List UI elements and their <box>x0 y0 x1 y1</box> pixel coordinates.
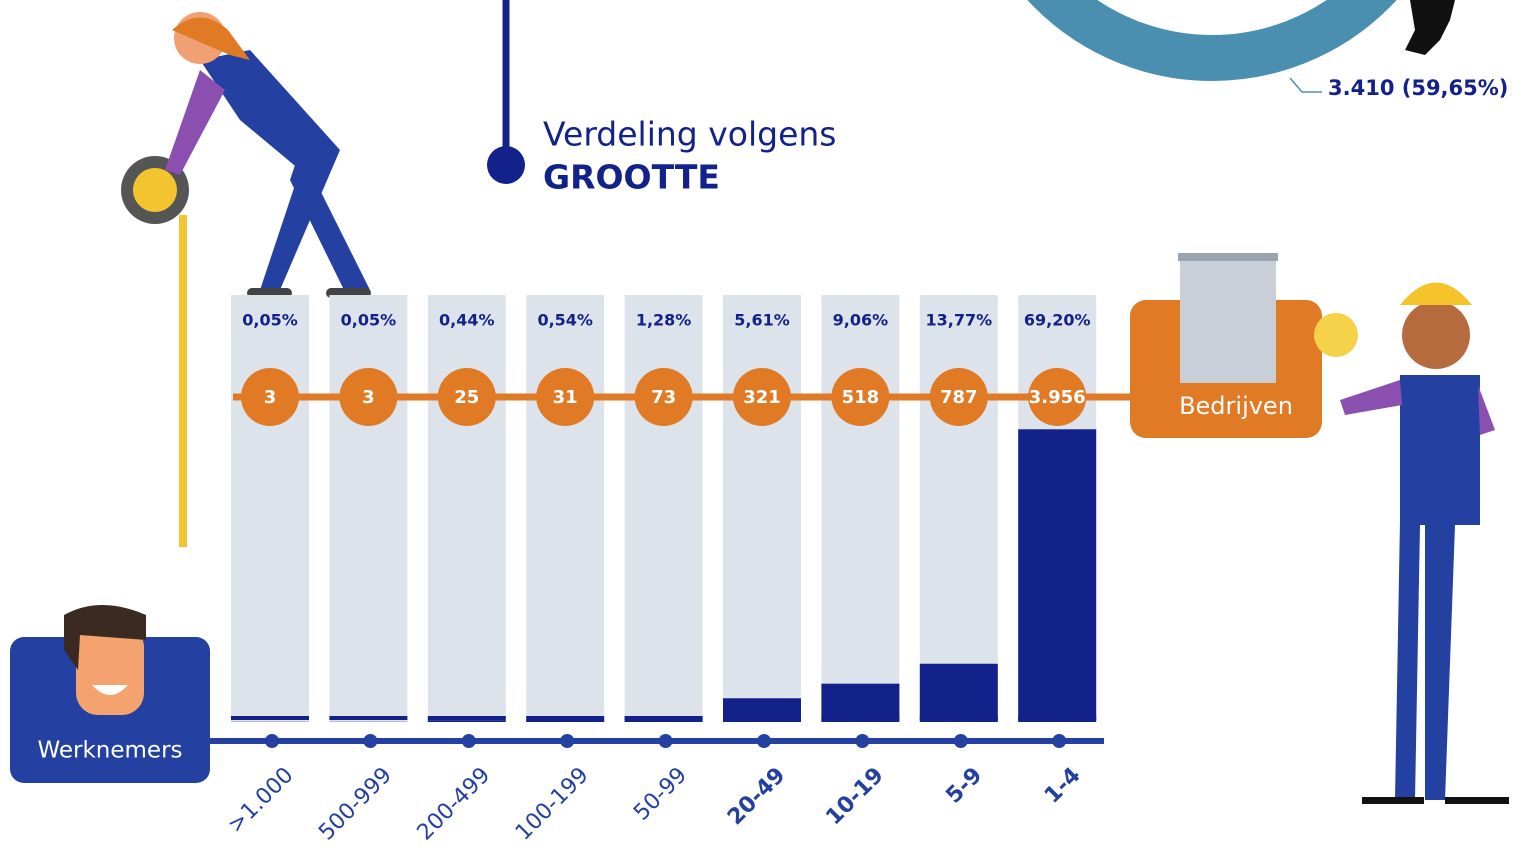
count-label: 25 <box>454 387 479 408</box>
value-label: 0,05% <box>242 311 298 330</box>
value-label: 69,20% <box>1024 311 1091 330</box>
bar <box>526 720 604 722</box>
bar <box>625 717 703 722</box>
value-label: 9,06% <box>833 311 889 330</box>
value-label: 0,54% <box>537 311 593 330</box>
column-background <box>526 295 604 722</box>
column-background <box>723 295 801 722</box>
count-label: 3.956 <box>1029 387 1086 408</box>
value-label: 5,61% <box>734 311 790 330</box>
x-tick-label: 200-499 <box>413 763 496 846</box>
bar <box>723 698 801 722</box>
column-background <box>428 295 506 722</box>
companies-label: Bedrijven <box>1179 392 1293 420</box>
count-label: 3 <box>362 387 375 408</box>
column-base <box>428 716 506 720</box>
axis-dot <box>560 734 574 748</box>
count-label: 787 <box>940 387 978 408</box>
x-tick-label: 10-19 <box>821 763 888 830</box>
column-background <box>821 295 899 722</box>
column-background <box>625 295 703 722</box>
axis-dot <box>462 734 476 748</box>
column-base <box>329 716 407 720</box>
infographic: 3.410 (59,65%) Verdeling volgens GROOTTE… <box>0 0 1520 846</box>
x-tick-label: 50-99 <box>629 763 692 826</box>
worker-illustration <box>1314 283 1509 805</box>
donut-fragment <box>984 0 1440 58</box>
bar <box>920 664 998 722</box>
bar <box>428 720 506 722</box>
axis-dot <box>363 734 377 748</box>
building-icon <box>1178 253 1278 383</box>
axis-dot <box>1052 734 1066 748</box>
column-base <box>231 716 309 720</box>
x-tick-label: 20-49 <box>723 763 790 830</box>
axis-dot <box>659 734 673 748</box>
value-label: 0,44% <box>439 311 495 330</box>
axis-dot <box>855 734 869 748</box>
x-tick-label: 5-9 <box>942 763 988 809</box>
x-tick-label: 1-4 <box>1040 763 1086 809</box>
chart-subtitle: GROOTTE <box>543 158 720 197</box>
annotation: 3.410 (59,65%) <box>1328 76 1508 100</box>
x-tick-label: 500-999 <box>314 763 397 846</box>
column-background <box>920 295 998 722</box>
value-label: 13,77% <box>925 311 992 330</box>
column-background <box>329 295 407 722</box>
bar <box>821 684 899 722</box>
value-label: 1,28% <box>636 311 692 330</box>
count-label: 73 <box>651 387 676 408</box>
chart-title: Verdeling volgens <box>543 115 837 154</box>
count-label: 321 <box>743 387 781 408</box>
axis-dot <box>954 734 968 748</box>
value-label: 0,05% <box>341 311 397 330</box>
axis-dot <box>757 734 771 748</box>
column-base <box>526 716 604 720</box>
lion-emblem <box>1405 0 1455 55</box>
count-label: 31 <box>553 387 578 408</box>
leader-line <box>1290 78 1322 92</box>
count-label: 518 <box>842 387 880 408</box>
x-tick-label: 100-199 <box>511 763 594 846</box>
employees-label: Werknemers <box>37 738 182 764</box>
axis-dot <box>265 734 279 748</box>
count-label: 3 <box>264 387 277 408</box>
column-background <box>231 295 309 722</box>
bar <box>1018 429 1096 722</box>
title-dot <box>487 146 525 184</box>
x-tick-label: >1.000 <box>223 763 298 838</box>
